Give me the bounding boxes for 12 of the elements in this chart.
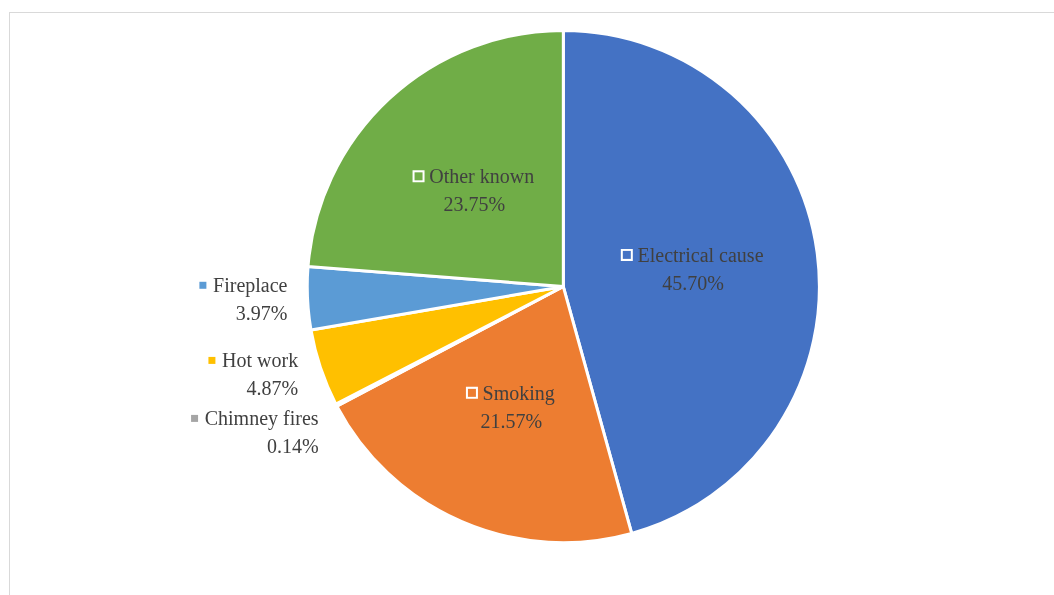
data-label: 21.57% bbox=[480, 409, 543, 432]
legend-label: Chimney fires bbox=[204, 407, 319, 431]
data-label: 23.75% bbox=[443, 193, 506, 216]
data-label: 4.87% bbox=[246, 377, 299, 400]
legend-label: Hot work bbox=[222, 349, 299, 372]
legend-label: Electrical cause bbox=[637, 243, 764, 266]
legend-label: Smoking bbox=[482, 381, 555, 405]
data-label: 3.97% bbox=[235, 302, 288, 325]
data-label: 45.70% bbox=[662, 271, 724, 294]
legend-label: Other known bbox=[429, 165, 535, 188]
data-label: 0.14% bbox=[266, 435, 319, 458]
legend-label: Fireplace bbox=[213, 274, 288, 298]
